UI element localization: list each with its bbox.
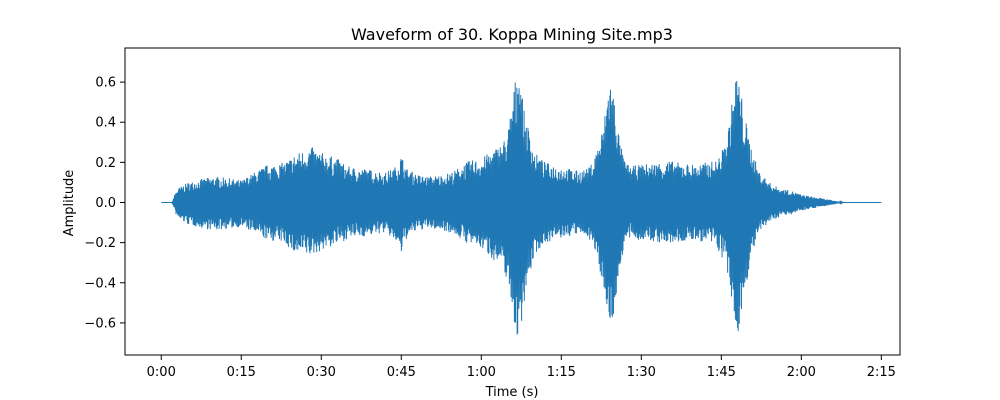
x-axis-label: Time (s)	[485, 385, 539, 400]
y-axis-label: Amplitude	[62, 170, 77, 237]
y-tick-label: −0.4	[84, 276, 116, 291]
plot-frame	[124, 47, 901, 356]
y-tick-label: 0.4	[95, 116, 116, 131]
chart-title: Waveform of 30. Koppa Mining Site.mp3	[351, 25, 673, 44]
x-tick-label: 1:45	[707, 365, 736, 380]
x-axis: 0:00 0:15 0:30 0:45 1:00 1:15 1:30 1:45 2:00 2:15	[147, 355, 896, 380]
y-tick-label: 0.6	[95, 76, 116, 91]
x-tick-label: 0:00	[147, 365, 176, 380]
x-tick-label: 1:00	[467, 365, 496, 380]
x-tick-label: 1:15	[547, 365, 576, 380]
x-tick-label: 0:15	[227, 365, 256, 380]
x-tick-label: 0:30	[307, 365, 336, 380]
y-axis: 0.6 0.4 0.2 0.0 −0.2 −0.4 −0.6	[84, 76, 125, 331]
x-tick-label: 0:45	[387, 365, 416, 380]
y-tick-label: 0.2	[95, 156, 116, 171]
x-tick-label: 2:15	[867, 365, 896, 380]
x-tick-label: 1:30	[627, 365, 656, 380]
x-tick-label: 2:00	[787, 365, 816, 380]
waveform-layer	[161, 81, 882, 335]
y-tick-label: −0.2	[84, 236, 116, 251]
y-tick-label: 0.0	[95, 196, 116, 211]
y-tick-label: −0.6	[84, 316, 116, 331]
waveform-line	[161, 81, 882, 335]
